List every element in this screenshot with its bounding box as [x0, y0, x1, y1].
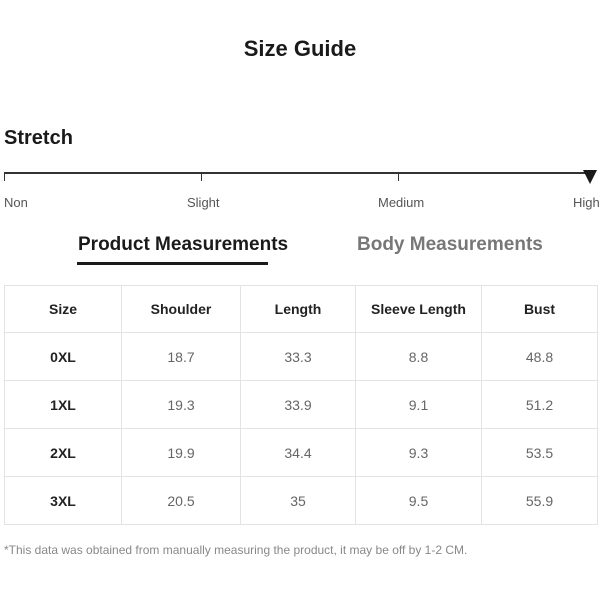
cell-sleeve-length: 9.5	[355, 476, 482, 525]
stretch-tick-slight	[201, 172, 202, 181]
cell-shoulder: 19.9	[121, 428, 241, 477]
cell-bust: 53.5	[481, 428, 598, 477]
header-shoulder: Shoulder	[121, 285, 241, 333]
header-size: Size	[4, 285, 122, 333]
cell-sleeve-length: 9.3	[355, 428, 482, 477]
cell-size: 0XL	[4, 332, 122, 381]
table-header-row: Size Shoulder Length Sleeve Length Bust	[4, 285, 598, 333]
table-row: 0XL 18.7 33.3 8.8 48.8	[4, 332, 598, 381]
cell-bust: 51.2	[481, 380, 598, 429]
tab-body-measurements[interactable]: Body Measurements	[357, 234, 543, 255]
cell-shoulder: 18.7	[121, 332, 241, 381]
table-row: 1XL 19.3 33.9 9.1 51.2	[4, 380, 598, 429]
cell-bust: 55.9	[481, 476, 598, 525]
cell-bust: 48.8	[481, 332, 598, 381]
measurement-disclaimer: *This data was obtained from manually me…	[4, 543, 468, 557]
cell-sleeve-length: 9.1	[355, 380, 482, 429]
tab-active-underline	[77, 262, 268, 265]
cell-length: 35	[240, 476, 356, 525]
cell-size: 2XL	[4, 428, 122, 477]
measurements-table: Size Shoulder Length Sleeve Length Bust …	[4, 285, 598, 525]
stretch-label: Stretch	[4, 127, 73, 149]
header-sleeve-length: Sleeve Length	[355, 285, 482, 333]
table-row: 3XL 20.5 35 9.5 55.9	[4, 476, 598, 525]
cell-shoulder: 19.3	[121, 380, 241, 429]
cell-length: 33.9	[240, 380, 356, 429]
page-title: Size Guide	[243, 36, 357, 61]
cell-size: 3XL	[4, 476, 122, 525]
stretch-tick-non	[4, 172, 5, 181]
cell-sleeve-length: 8.8	[355, 332, 482, 381]
stretch-level-non: Non	[4, 195, 28, 210]
stretch-tick-medium	[398, 172, 399, 181]
stretch-scale-line	[4, 172, 592, 174]
stretch-level-slight: Slight	[187, 195, 220, 210]
tab-product-measurements[interactable]: Product Measurements	[78, 234, 289, 255]
table-row: 2XL 19.9 34.4 9.3 53.5	[4, 428, 598, 477]
cell-size: 1XL	[4, 380, 122, 429]
header-bust: Bust	[481, 285, 598, 333]
header-length: Length	[240, 285, 356, 333]
cell-length: 34.4	[240, 428, 356, 477]
stretch-level-high: High	[573, 195, 600, 210]
cell-shoulder: 20.5	[121, 476, 241, 525]
cell-length: 33.3	[240, 332, 356, 381]
stretch-level-medium: Medium	[378, 195, 425, 210]
stretch-selected-marker-icon	[583, 170, 597, 184]
